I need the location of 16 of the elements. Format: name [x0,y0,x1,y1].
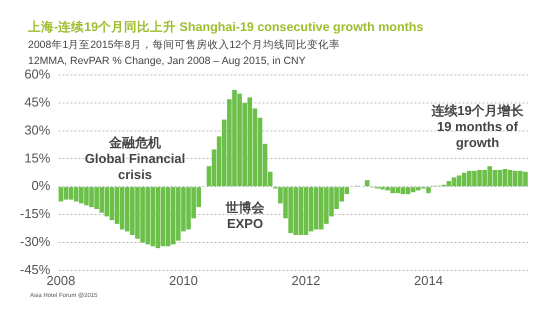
annotation: 金融危机 Global Financial crisis [84,135,186,183]
y-tick-label: 15% [24,150,51,166]
chart-subtitle: 2008年1月至2015年8月，每间可售房收入12个月均线同比变化率 12MMA, RevPAR % Change, Jan 2008 – Aug 2015, in CNY [28,38,340,67]
chart-title: 上海-连续19个月同比上升 Shanghai-19 consecutive growth months [28,19,424,36]
y-tick-label: -15% [20,206,51,222]
y-tick-label: 60% [24,66,51,82]
y-tick-label: -30% [20,234,51,250]
x-tick-label: 2010 [168,272,198,288]
x-tick-label: 2012 [291,272,320,288]
y-tick-label: 0% [32,178,51,194]
annotation: 世博会 EXPO [224,200,266,232]
x-tick-label: 2014 [414,272,443,288]
bar [364,180,370,186]
y-tick-label: 30% [24,122,51,138]
annotation: 连续19个月增长 19 months of growth [430,103,525,151]
y-tick-label: 45% [24,94,51,110]
